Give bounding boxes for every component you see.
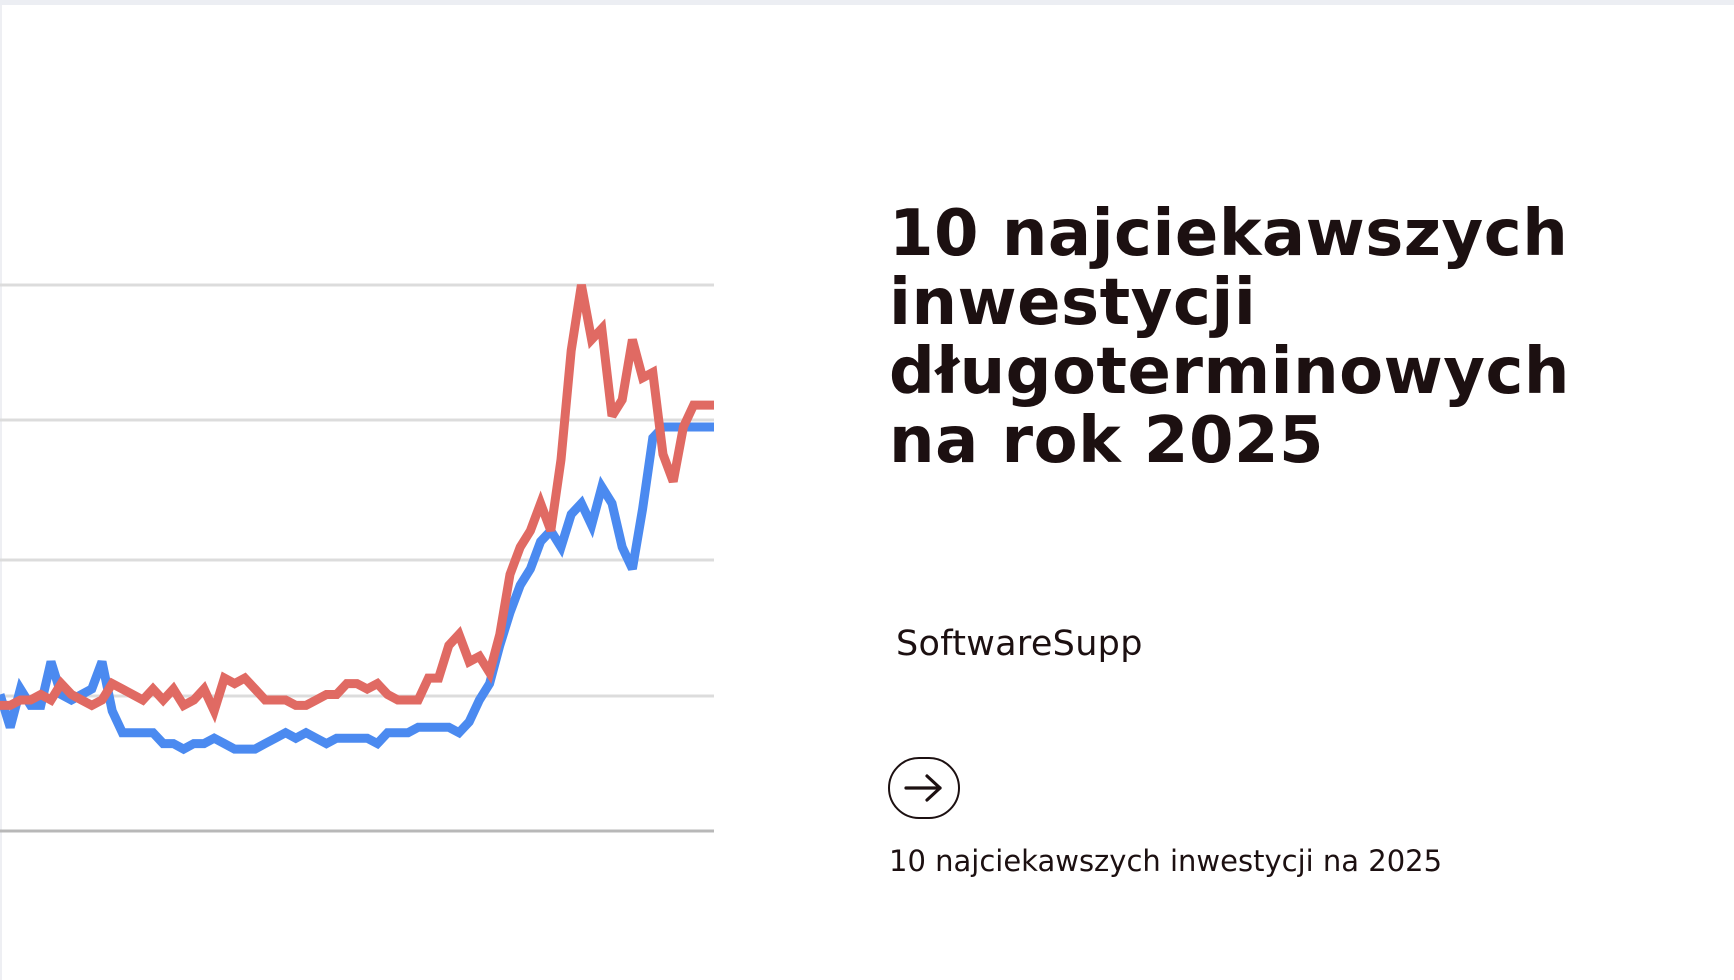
series-line-blue <box>0 422 714 755</box>
left-edge <box>0 5 2 980</box>
trend-chart <box>0 0 720 980</box>
read-more-button[interactable] <box>888 757 960 819</box>
title-line: inwestycji <box>889 266 1257 340</box>
title-line: 10 najciekawszych <box>889 197 1569 271</box>
article-link[interactable]: 10 najciekawszych inwestycji na 2025 <box>889 844 1443 878</box>
title-line: długoterminowych <box>889 335 1570 409</box>
series-line-red <box>0 284 714 724</box>
title-line: na rok 2025 <box>889 404 1325 478</box>
trend-chart-svg <box>0 283 714 833</box>
arrow-right-icon <box>904 774 942 802</box>
top-strip <box>0 0 1734 5</box>
page-title: 10 najciekawszych inwestycji długotermin… <box>889 200 1709 476</box>
hero-text: 10 najciekawszych inwestycji długotermin… <box>889 200 1709 476</box>
brand-name: SoftwareSupp <box>896 624 1143 664</box>
